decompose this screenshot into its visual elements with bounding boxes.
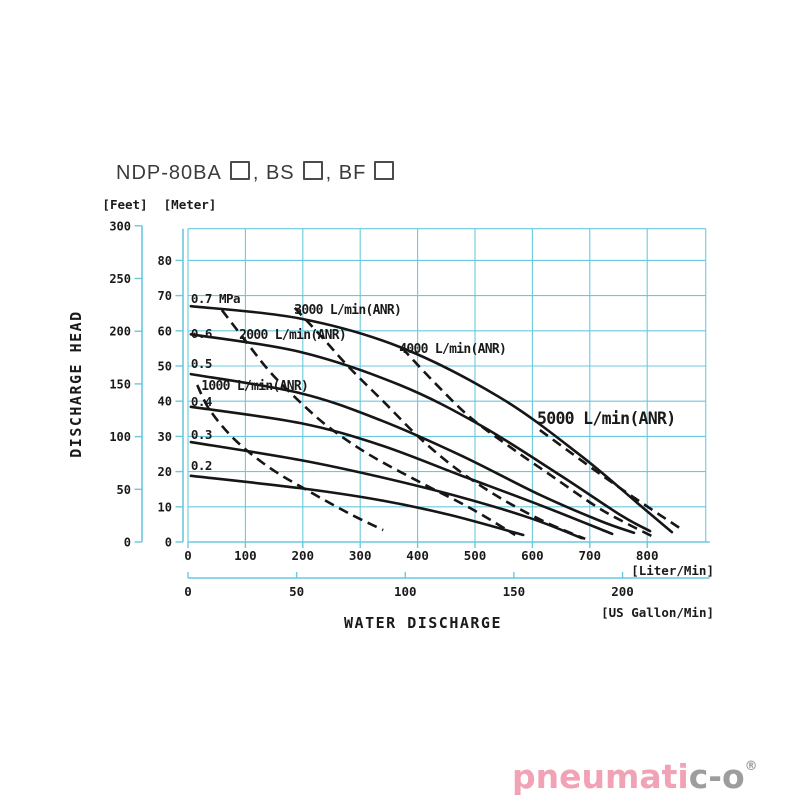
y-axis-title: DISCHARGE HEAD <box>67 310 85 457</box>
gallon-unit-label: [US Gallon/Min] <box>601 605 714 620</box>
tick-label-meter-70: 70 <box>158 289 172 303</box>
tick-label-meter-50: 50 <box>158 360 172 374</box>
tick-label-meter-20: 20 <box>158 465 172 479</box>
axis-feet: 0 50 100 150 200 250 300 [Feet] <box>102 197 147 550</box>
tick-label-meter-0: 0 <box>165 536 172 550</box>
air-line-4000 <box>401 347 653 538</box>
tick-label-liter-400: 400 <box>406 548 429 563</box>
air-line-1000 <box>196 384 384 532</box>
registered-trademark-icon: ® <box>744 759 758 774</box>
model-variant-bf: BF <box>338 162 367 184</box>
pneumatico-logo: pneumatic-o® <box>512 757 758 796</box>
liter-unit-label: [Liter/Min] <box>631 563 714 578</box>
tick-label-feet-250: 250 <box>109 272 131 286</box>
model-variant-bs: BS <box>265 162 295 184</box>
tick-label-feet-100: 100 <box>109 430 131 444</box>
curve-0.7-mpa <box>189 304 674 534</box>
tick-label-feet-150: 150 <box>109 377 131 391</box>
label-air-line-4000: 4000 L/min(ANR) <box>399 342 506 357</box>
air-line-5000 <box>539 429 684 532</box>
air-line-3000 <box>293 307 586 541</box>
tick-label-feet-50: 50 <box>117 483 131 497</box>
feet-axis-header: [Feet] <box>102 197 147 212</box>
tick-label-gallon-50: 50 <box>289 584 304 599</box>
tick-label-liter-800: 800 <box>636 548 659 563</box>
tick-label-meter-10: 10 <box>158 500 172 514</box>
tick-label-meter-80: 80 <box>158 254 172 268</box>
tick-label-meter-40: 40 <box>158 395 172 409</box>
air-line-2000 <box>220 309 516 537</box>
tick-label-meter-60: 60 <box>158 324 172 338</box>
tick-label-feet-300: 300 <box>109 219 131 233</box>
label-air-line-1000: 1000 L/min(ANR) <box>201 379 308 394</box>
tick-label-gallon-150: 150 <box>503 584 526 599</box>
label-curve-0.2-mpa: 0.2 <box>191 458 212 473</box>
axis-gallon: 0 50 100 150 200 [US Gallon/Min] <box>184 572 714 620</box>
tick-label-liter-600: 600 <box>521 548 544 563</box>
label-air-line-5000: 5000 L/min(ANR) <box>537 409 676 428</box>
tick-label-liter-200: 200 <box>292 548 315 563</box>
curve-0.3-mpa <box>189 440 584 540</box>
model-checkbox-2 <box>302 161 323 180</box>
tick-label-feet-200: 200 <box>109 325 131 339</box>
logo-text-gray: c-o <box>688 757 745 796</box>
axis-liter: 0 100 200 300 400 500 600 700 800[Liter/Min] <box>184 541 714 578</box>
meter-axis-header: [Meter] <box>164 197 217 212</box>
logo-text-pink: pneumati <box>512 757 689 796</box>
curve-0.2-mpa <box>189 474 525 537</box>
tick-label-gallon-200: 200 <box>611 584 634 599</box>
tick-label-liter-300: 300 <box>349 548 372 563</box>
curve-0.5-mpa <box>189 372 636 535</box>
air-consumption-lines: 1000 L/min(ANR) 2000 L/min(ANR) 3000 L/min… <box>196 303 684 541</box>
tick-label-liter-500: 500 <box>464 548 487 563</box>
model-checkbox-1 <box>229 161 250 180</box>
label-air-line-3000: 3000 L/min(ANR) <box>294 303 401 318</box>
title-separator-2: , <box>325 162 339 184</box>
tick-label-gallon-100: 100 <box>394 584 417 599</box>
model-checkbox-3 <box>374 161 395 180</box>
axis-meter: 0 10 20 30 40 50 60 70 80 [Meter] <box>158 197 217 550</box>
tick-label-liter-0: 0 <box>184 548 192 563</box>
tick-label-gallon-0: 0 <box>184 584 192 599</box>
tick-label-liter-100: 100 <box>234 548 257 563</box>
label-air-line-2000: 2000 L/min(ANR) <box>239 328 346 343</box>
label-curve-0.3-mpa: 0.3 <box>191 427 212 442</box>
model-name: NDP-80BA <box>116 162 222 184</box>
curve-0.6-mpa <box>189 333 652 533</box>
x-axis-title: WATER DISCHARGE <box>344 614 502 632</box>
curve-0.4-mpa <box>189 405 614 536</box>
chart-title: NDP-80BA, BS, BF <box>116 161 397 185</box>
label-curve-0.7-mpa: 0.7 MPa <box>191 291 240 306</box>
title-separator-1: , <box>252 162 266 184</box>
tick-label-liter-700: 700 <box>579 548 602 563</box>
label-curve-0.5-mpa: 0.5 <box>191 356 212 371</box>
tick-label-feet-0: 0 <box>124 536 131 550</box>
label-curve-0.6-mpa: 0.6 <box>191 326 212 341</box>
tick-label-meter-30: 30 <box>158 430 172 444</box>
